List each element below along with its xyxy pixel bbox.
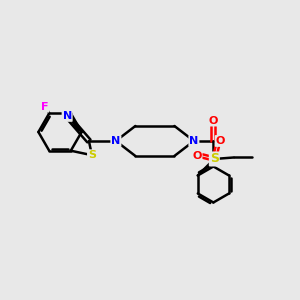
Text: O: O <box>216 136 225 146</box>
Text: N: N <box>62 111 72 121</box>
Text: S: S <box>210 152 219 166</box>
Text: O: O <box>209 116 218 126</box>
Text: N: N <box>189 136 199 146</box>
Text: O: O <box>192 151 202 161</box>
Text: S: S <box>88 150 96 160</box>
Text: F: F <box>41 102 49 112</box>
Text: N: N <box>111 136 121 146</box>
